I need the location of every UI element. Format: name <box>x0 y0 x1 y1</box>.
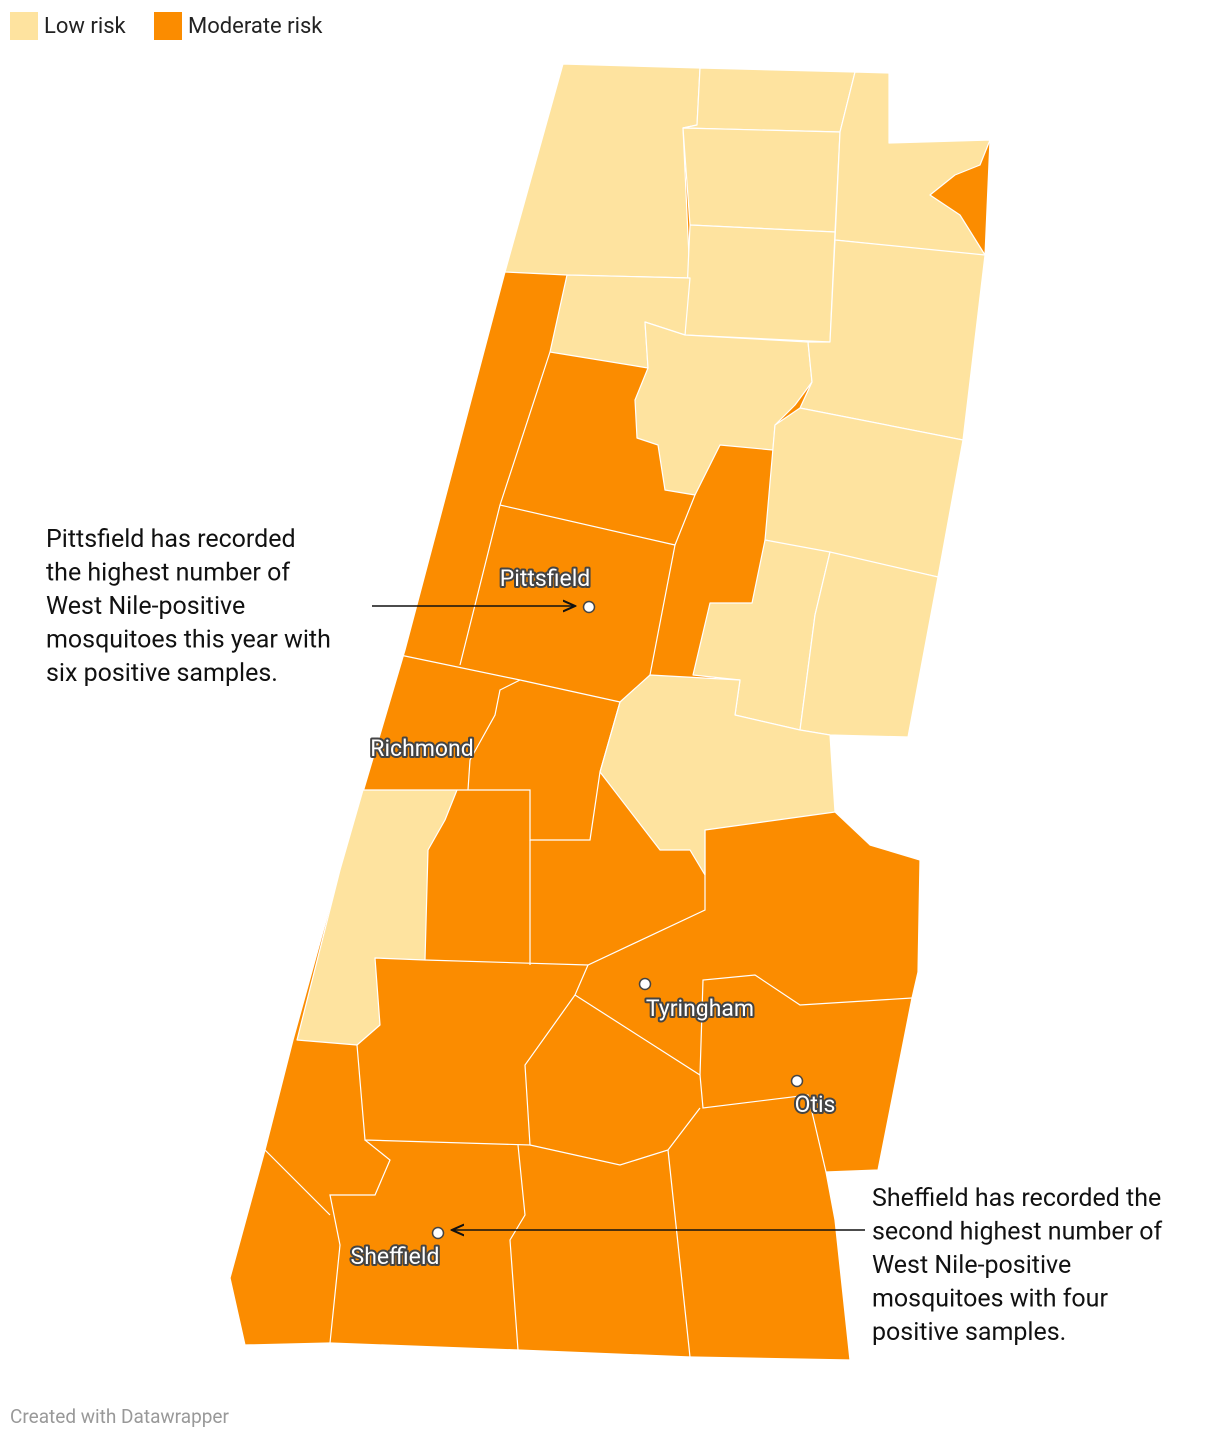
footer: Created with Datawrapper <box>10 1405 229 1428</box>
town-border <box>356 964 589 1146</box>
place-dot <box>431 1226 445 1240</box>
town <box>799 239 986 441</box>
annotation: West Nile-positive <box>872 1251 1071 1280</box>
town-border <box>574 974 913 1077</box>
place-label: Otis <box>795 1091 836 1118</box>
town-border <box>699 1074 827 1173</box>
town-border <box>264 1149 331 1216</box>
annotation: the highest number of <box>46 559 290 588</box>
place-label: Sheffield <box>351 1243 440 1270</box>
annotation: mosquitoes this year with <box>46 626 331 655</box>
town-border <box>399 654 621 841</box>
annotation: Pittsfield has recorded <box>46 525 296 554</box>
legend-label: Moderate risk <box>188 14 323 39</box>
town <box>834 71 991 266</box>
annotation: West Nile-positive <box>46 592 245 621</box>
town <box>504 63 701 279</box>
legend-label: Low risk <box>44 14 127 39</box>
town-border <box>529 1107 701 1166</box>
town-border <box>467 679 521 791</box>
towns <box>229 63 991 1361</box>
legend-swatch <box>154 12 182 40</box>
annotation: second highest number of <box>872 1218 1163 1247</box>
town <box>682 127 841 233</box>
place-label: Richmond <box>370 735 473 762</box>
place-dot <box>582 600 596 614</box>
town-border <box>649 544 676 676</box>
town <box>684 224 836 343</box>
legend-swatch <box>10 12 38 40</box>
town-border <box>329 1139 391 1344</box>
town-border <box>667 1149 691 1358</box>
town-border <box>509 1144 526 1351</box>
annotation: mosquitoes with four <box>872 1285 1108 1314</box>
town-border <box>424 830 706 966</box>
annotation: Sheffield has recorded the <box>872 1184 1161 1213</box>
place-dot <box>790 1074 804 1088</box>
annotation: six positive samples. <box>46 659 278 688</box>
town <box>682 67 856 133</box>
town <box>599 674 836 876</box>
place-label: Pittsfield <box>500 565 591 592</box>
place-label: Tyringham <box>646 995 754 1022</box>
place-dot <box>638 977 652 991</box>
town <box>296 789 458 1046</box>
annotation: positive samples. <box>872 1318 1066 1347</box>
